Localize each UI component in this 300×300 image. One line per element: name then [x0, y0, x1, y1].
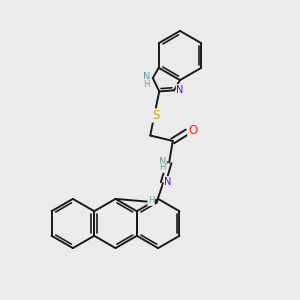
Text: N: N: [176, 85, 184, 95]
Text: O: O: [188, 124, 197, 137]
Text: N: N: [142, 72, 150, 82]
Text: H: H: [148, 196, 154, 206]
Text: N: N: [159, 157, 166, 166]
Text: S: S: [152, 109, 159, 122]
Text: N: N: [164, 177, 172, 187]
Text: H: H: [143, 80, 149, 88]
Text: H: H: [159, 164, 166, 172]
